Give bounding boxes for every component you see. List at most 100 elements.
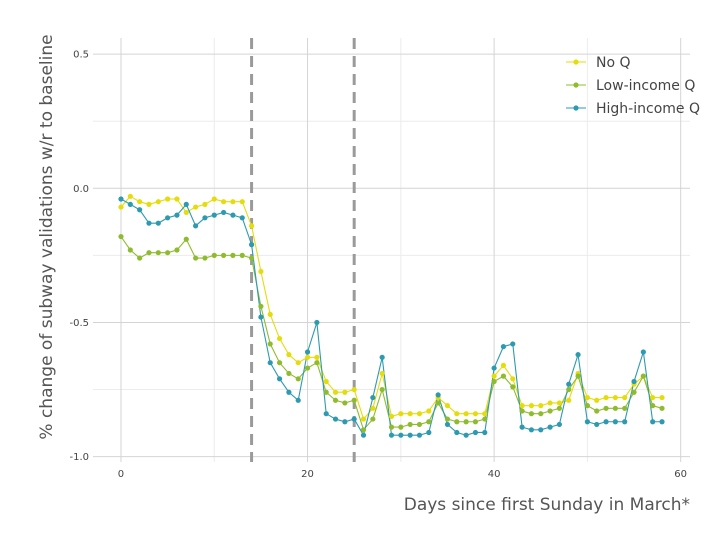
data-point — [575, 373, 581, 379]
data-point — [183, 201, 189, 207]
data-point — [239, 215, 245, 221]
data-point — [360, 416, 367, 422]
data-point — [659, 394, 665, 401]
data-point — [463, 432, 469, 438]
y-tick-label: -0.5 — [69, 318, 89, 329]
data-point — [239, 252, 245, 258]
data-point — [332, 397, 339, 403]
data-point — [193, 255, 199, 261]
data-point — [248, 223, 255, 229]
data-point — [510, 384, 516, 390]
data-point — [127, 193, 133, 199]
data-point — [416, 432, 423, 438]
data-point — [650, 394, 656, 401]
data-point — [444, 403, 451, 409]
data-point — [323, 389, 329, 395]
data-point — [295, 376, 301, 382]
series-line — [120, 236, 663, 431]
data-point — [435, 400, 441, 406]
data-point — [584, 394, 590, 401]
data-point — [202, 255, 208, 261]
data-point — [519, 403, 525, 409]
data-point — [286, 370, 292, 377]
data-point — [323, 378, 329, 385]
data-point — [304, 354, 311, 360]
data-point — [416, 411, 423, 417]
tick-labels: -1.0 -0.5 0.0 0.5 0 20 40 60 — [69, 50, 687, 480]
data-point — [286, 352, 292, 358]
data-point — [519, 424, 525, 430]
data-point — [304, 365, 311, 371]
data-point — [248, 242, 255, 248]
data-point — [566, 397, 572, 403]
legend-label: High-income Q — [596, 101, 700, 117]
data-point — [500, 362, 507, 368]
data-point — [239, 199, 245, 205]
data-point — [370, 405, 376, 411]
data-point — [584, 419, 590, 425]
data-point — [165, 196, 171, 202]
gridlines — [93, 38, 690, 462]
data-point — [165, 250, 171, 256]
data-point — [398, 411, 404, 417]
x-axis-title: Days since first Sunday in March* — [404, 495, 690, 515]
data-point — [379, 354, 385, 360]
x-tick-label: 40 — [488, 469, 501, 480]
data-point — [454, 429, 460, 436]
data-point — [137, 207, 143, 213]
data-point — [435, 392, 441, 398]
data-point — [454, 411, 460, 417]
data-point — [295, 360, 301, 366]
y-tick-label: 0.5 — [73, 50, 89, 61]
data-point — [174, 212, 180, 218]
x-tick-label: 60 — [674, 469, 687, 480]
data-point — [323, 411, 329, 417]
data-point — [118, 196, 124, 202]
data-point — [500, 344, 507, 350]
data-point — [407, 432, 413, 438]
data-point — [603, 405, 609, 411]
data-point — [407, 421, 413, 428]
data-point — [463, 411, 469, 417]
data-point — [659, 419, 665, 425]
y-tick-label: 0.0 — [73, 184, 89, 195]
data-point — [220, 252, 227, 258]
legend-key-point — [573, 82, 579, 88]
data-point — [202, 215, 208, 221]
data-point — [538, 427, 544, 433]
data-point — [566, 386, 572, 393]
data-point — [314, 319, 320, 326]
data-point — [510, 376, 516, 382]
data-point — [444, 421, 451, 428]
data-point — [640, 349, 646, 355]
data-point — [286, 389, 292, 395]
data-point — [510, 341, 516, 347]
data-point — [528, 403, 535, 409]
data-point — [183, 209, 189, 216]
data-point — [472, 429, 479, 436]
data-point — [398, 432, 404, 438]
y-tick-label: -1.0 — [69, 452, 89, 463]
data-point — [388, 413, 395, 419]
legend-label: Low-income Q — [596, 78, 695, 94]
data-point — [454, 419, 460, 425]
data-point — [566, 381, 572, 387]
data-point — [528, 411, 535, 417]
data-point — [220, 209, 227, 216]
data-point — [556, 400, 563, 406]
legend-key-point — [573, 105, 579, 111]
data-point — [547, 400, 553, 406]
data-point — [276, 335, 283, 342]
data-point — [491, 373, 497, 379]
x-tick-label: 0 — [118, 469, 124, 480]
data-point — [267, 360, 273, 366]
data-point — [258, 268, 264, 275]
data-point — [603, 419, 609, 425]
data-point — [594, 397, 600, 403]
data-point — [314, 360, 320, 366]
legend-label: No Q — [596, 55, 631, 71]
data-point — [267, 341, 273, 347]
data-point — [575, 352, 581, 358]
